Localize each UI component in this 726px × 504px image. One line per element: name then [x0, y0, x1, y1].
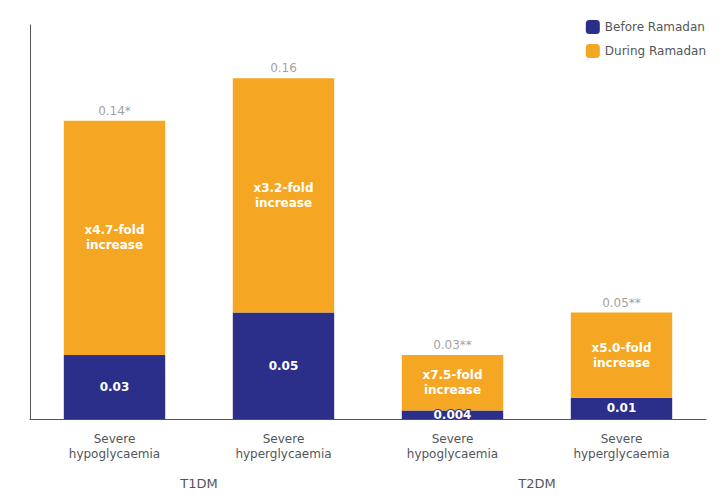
svg-text:0.05**: 0.05** — [602, 296, 641, 310]
svg-text:Severe: Severe — [94, 432, 136, 446]
svg-text:x7.5-fold: x7.5-fold — [422, 368, 482, 382]
svg-text:x4.7-fold: x4.7-fold — [84, 223, 144, 237]
svg-text:x3.2-fold: x3.2-fold — [253, 181, 313, 195]
svg-text:x5.0-fold: x5.0-fold — [591, 341, 651, 355]
svg-text:0.14*: 0.14* — [98, 104, 131, 118]
svg-text:Severe: Severe — [601, 432, 643, 446]
svg-text:During Ramadan: During Ramadan — [605, 44, 706, 58]
svg-text:Severe: Severe — [263, 432, 305, 446]
svg-text:0.03: 0.03 — [100, 380, 130, 394]
svg-text:Severe: Severe — [432, 432, 474, 446]
svg-text:0.05: 0.05 — [269, 359, 299, 373]
svg-text:T1DM: T1DM — [179, 476, 217, 491]
svg-text:0.03**: 0.03** — [433, 338, 472, 352]
svg-text:hypoglycaemia: hypoglycaemia — [69, 447, 160, 461]
svg-text:hypoglycaemia: hypoglycaemia — [407, 447, 498, 461]
svg-text:hyperglycaemia: hyperglycaemia — [573, 447, 669, 461]
svg-text:Before Ramadan: Before Ramadan — [605, 20, 705, 34]
svg-text:increase: increase — [86, 238, 143, 252]
svg-text:increase: increase — [255, 196, 312, 210]
svg-text:0.01: 0.01 — [607, 401, 637, 415]
svg-text:0.16: 0.16 — [270, 61, 297, 75]
svg-text:0.004: 0.004 — [434, 408, 472, 422]
svg-text:increase: increase — [424, 383, 481, 397]
svg-text:hyperglycaemia: hyperglycaemia — [235, 447, 331, 461]
svg-text:increase: increase — [593, 356, 650, 370]
svg-text:T2DM: T2DM — [517, 476, 555, 491]
